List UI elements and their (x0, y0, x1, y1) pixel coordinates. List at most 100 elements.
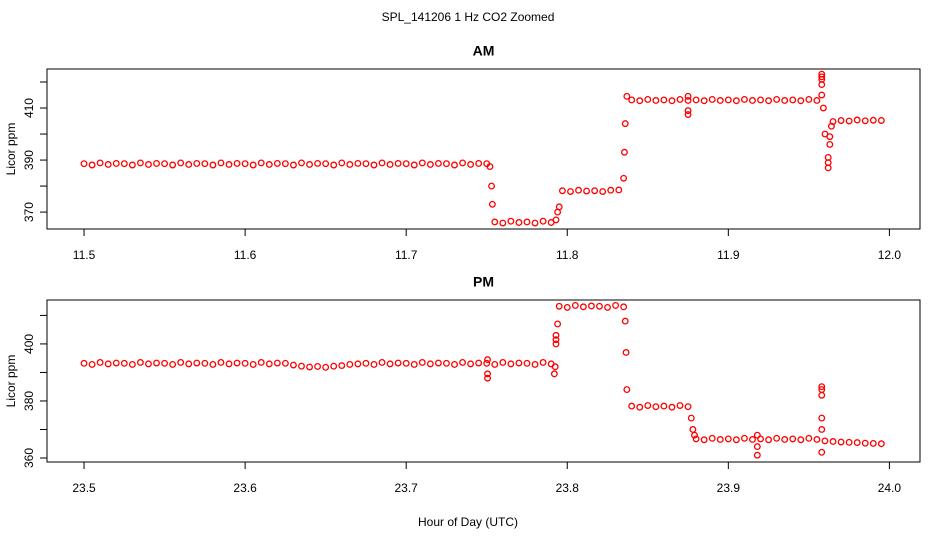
point (615, 186, 623, 194)
x-axis-label: Hour of Day (UTC) (418, 515, 518, 529)
point (475, 159, 483, 167)
point (684, 403, 692, 411)
x-tick-label: 23.8 (556, 481, 580, 495)
point (622, 349, 630, 356)
point (426, 360, 434, 368)
point (753, 451, 761, 459)
point (818, 81, 826, 89)
point (362, 160, 370, 168)
point (289, 361, 297, 369)
point (378, 159, 386, 167)
point (826, 133, 834, 141)
point (499, 359, 507, 366)
y-tick-label: 370 (22, 202, 36, 222)
point (217, 159, 225, 167)
point (684, 92, 692, 100)
point (120, 359, 128, 367)
point (281, 359, 289, 367)
point (241, 359, 249, 367)
point (644, 402, 652, 409)
point (691, 431, 698, 439)
point (805, 95, 813, 103)
point (136, 359, 144, 366)
y-tick-label: 360 (22, 448, 36, 468)
point (620, 148, 628, 156)
point (620, 174, 628, 182)
point (676, 402, 684, 409)
point (660, 402, 668, 410)
point (845, 117, 853, 125)
point (689, 426, 697, 433)
point (773, 95, 781, 103)
point (821, 437, 829, 445)
point (789, 96, 797, 104)
point (136, 159, 144, 167)
point (765, 436, 773, 444)
point (716, 436, 724, 443)
point (298, 159, 305, 167)
point (298, 362, 305, 370)
point (161, 359, 169, 367)
point (459, 359, 467, 366)
point (757, 435, 764, 443)
point (467, 161, 475, 168)
point (233, 359, 241, 367)
point (488, 182, 496, 190)
point (531, 361, 539, 368)
point (628, 96, 636, 104)
point (612, 301, 620, 309)
point (475, 359, 483, 367)
point (96, 359, 104, 366)
panel-title: AM (473, 43, 495, 59)
point (402, 359, 410, 367)
point (583, 187, 591, 195)
point (370, 161, 378, 169)
point (523, 218, 531, 226)
point (765, 97, 773, 105)
point (483, 359, 491, 367)
point (112, 359, 120, 367)
point (314, 159, 322, 167)
point (434, 359, 442, 367)
point (169, 361, 177, 368)
point (484, 370, 491, 378)
point (265, 161, 273, 168)
x-tick-label: 11.5 (73, 248, 96, 262)
point (623, 386, 631, 394)
point (599, 188, 607, 195)
point (104, 161, 112, 168)
point (185, 161, 193, 168)
point (386, 161, 394, 168)
point (819, 104, 827, 112)
point (434, 159, 442, 167)
point (378, 359, 386, 366)
x-tick-label: 23.7 (395, 481, 419, 495)
point (128, 361, 136, 368)
point (161, 160, 169, 168)
point (652, 403, 660, 411)
point (169, 161, 177, 169)
x-tick-label: 23.5 (72, 481, 96, 495)
point (797, 97, 805, 105)
x-tick-label: 12.0 (878, 248, 902, 262)
point (491, 361, 499, 368)
point (676, 95, 684, 103)
point (853, 116, 861, 124)
point (861, 439, 869, 447)
point (668, 97, 676, 105)
point (552, 336, 560, 344)
point (354, 159, 362, 167)
point (818, 91, 826, 99)
x-tick-label: 23.9 (717, 481, 741, 495)
point (112, 159, 120, 167)
point (225, 161, 233, 168)
point (338, 362, 346, 370)
point (708, 434, 716, 442)
point (551, 363, 559, 371)
point (314, 363, 322, 370)
point (623, 92, 631, 100)
point (550, 370, 558, 378)
y-axis-label: Licor ppm (4, 355, 18, 408)
point (596, 302, 603, 310)
point (869, 116, 877, 124)
